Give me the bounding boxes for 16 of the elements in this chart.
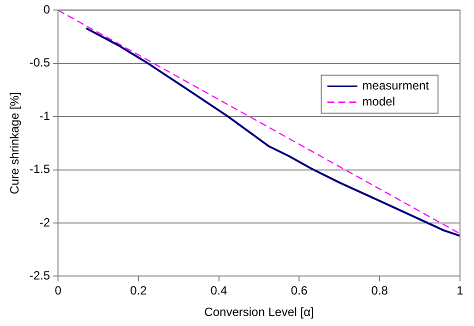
x-tick-label: 0.4 xyxy=(210,284,228,298)
legend-label: model xyxy=(362,94,395,109)
x-axis-title: Conversion Level [α] xyxy=(204,305,314,320)
y-axis-title: Cure shrinkage [%] xyxy=(8,92,22,194)
y-tick-label: -1.5 xyxy=(29,162,50,176)
y-tick-label: -2.5 xyxy=(29,268,50,283)
x-tick-label: 0.8 xyxy=(371,284,388,298)
y-tick-label: 0 xyxy=(43,2,50,17)
x-tick-label: 0.2 xyxy=(130,284,148,298)
x-tick-label: 1 xyxy=(456,284,464,298)
x-tick-label: 0.6 xyxy=(290,284,308,298)
y-tick-label: -1 xyxy=(39,108,50,123)
legend-label: measurment xyxy=(362,78,430,93)
y-tick-label: -2 xyxy=(39,215,50,230)
x-tick-label: 0 xyxy=(54,284,62,298)
y-tick-label: -0.5 xyxy=(29,56,50,70)
